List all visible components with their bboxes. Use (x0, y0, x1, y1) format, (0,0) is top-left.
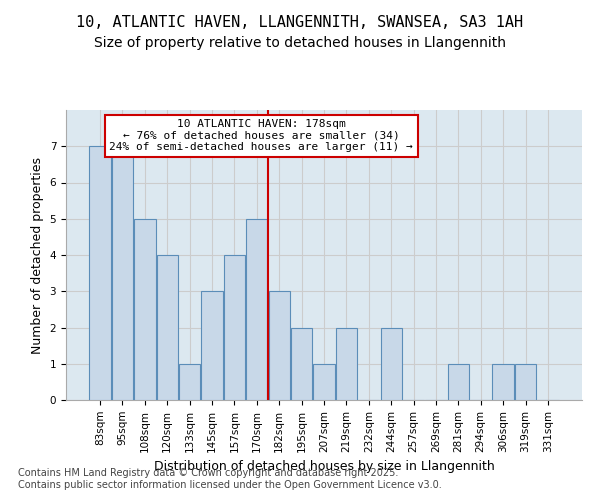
Bar (313, 364, 335, 400)
Bar (89, 146, 111, 400)
Bar (157, 255, 178, 400)
Bar (380, 328, 402, 400)
Bar (493, 364, 514, 400)
Bar (291, 328, 312, 400)
Bar (179, 364, 200, 400)
Y-axis label: Number of detached properties: Number of detached properties (31, 156, 44, 354)
Bar (224, 255, 245, 400)
Bar (269, 291, 290, 400)
X-axis label: Distribution of detached houses by size in Llangennith: Distribution of detached houses by size … (154, 460, 494, 473)
Text: Contains HM Land Registry data © Crown copyright and database right 2025.
Contai: Contains HM Land Registry data © Crown c… (18, 468, 442, 490)
Bar (448, 364, 469, 400)
Bar (246, 219, 268, 400)
Text: 10, ATLANTIC HAVEN, LLANGENNITH, SWANSEA, SA3 1AH: 10, ATLANTIC HAVEN, LLANGENNITH, SWANSEA… (76, 15, 524, 30)
Text: 10 ATLANTIC HAVEN: 178sqm
← 76% of detached houses are smaller (34)
24% of semi-: 10 ATLANTIC HAVEN: 178sqm ← 76% of detac… (109, 119, 413, 152)
Bar (112, 146, 133, 400)
Text: Size of property relative to detached houses in Llangennith: Size of property relative to detached ho… (94, 36, 506, 50)
Bar (134, 219, 155, 400)
Bar (202, 291, 223, 400)
Bar (515, 364, 536, 400)
Bar (336, 328, 357, 400)
